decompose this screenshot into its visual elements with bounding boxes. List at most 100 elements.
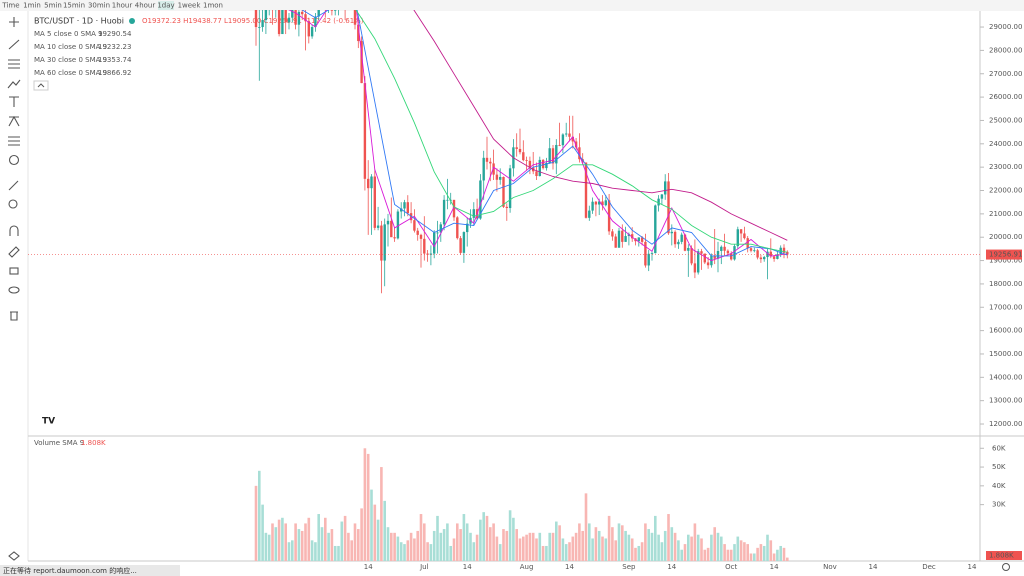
- volume-bar: [716, 532, 720, 561]
- candle-body: [281, 10, 284, 35]
- brush-tool[interactable]: [7, 79, 21, 89]
- legend-collapse[interactable]: [33, 80, 49, 91]
- interval-button[interactable]: 1min: [23, 2, 41, 10]
- candle-body: [697, 251, 700, 273]
- volume-bar: [594, 527, 598, 561]
- x-tick-label: Sep: [622, 563, 636, 571]
- volume-bar: [657, 534, 660, 561]
- volume-bar: [390, 532, 393, 561]
- volume-bar: [720, 536, 723, 561]
- candle-body: [261, 20, 264, 28]
- line-tool[interactable]: [8, 39, 20, 50]
- volume-bar: [673, 532, 677, 561]
- candle-body: [522, 152, 525, 161]
- volume-bar: [696, 534, 700, 561]
- stay-drawing-tool[interactable]: [8, 246, 20, 258]
- crosshair-tool[interactable]: [9, 17, 19, 27]
- volume-bar: [528, 532, 532, 561]
- candle-body: [373, 176, 376, 228]
- x-tick-label: Dec: [922, 563, 936, 571]
- measure-tool[interactable]: [8, 180, 19, 191]
- volume-bar: [779, 545, 782, 561]
- volume-tag: [986, 551, 1022, 560]
- volume-bar: [317, 514, 320, 561]
- volume-bar: [320, 527, 324, 561]
- volume-bar: [449, 545, 452, 561]
- ma-legend-value: 19290.54: [98, 30, 132, 38]
- icon-tool[interactable]: [8, 154, 20, 166]
- x-tick-label: Jul: [419, 563, 429, 571]
- volume-bar: [409, 532, 413, 561]
- candle-body: [627, 234, 631, 237]
- interval-button[interactable]: 1week: [178, 2, 202, 10]
- volume-bar: [442, 529, 446, 561]
- volume-bar: [660, 542, 664, 561]
- lock-tool[interactable]: [9, 267, 19, 275]
- interval-button[interactable]: 1mon: [203, 2, 223, 10]
- candle-body: [644, 241, 647, 266]
- candle-body: [380, 225, 383, 261]
- candle-body: [452, 199, 456, 218]
- candle-body: [647, 253, 650, 266]
- candle-body: [601, 201, 604, 206]
- ma-legend-name: MA 5 close 0 SMA 9: [34, 30, 103, 38]
- volume-bar: [498, 544, 502, 561]
- candle-body: [753, 250, 756, 252]
- candle-body: [390, 220, 393, 238]
- candle-body: [499, 176, 502, 180]
- volume-bar: [627, 534, 631, 561]
- volume-bar: [772, 553, 776, 561]
- volume-bar: [756, 547, 759, 561]
- candle-body: [723, 246, 726, 251]
- ma-legend-value: 19232.23: [98, 43, 131, 51]
- candle-body: [782, 247, 786, 253]
- y-tick-label: 18000.00: [989, 280, 1022, 288]
- layers-icon[interactable]: [8, 551, 20, 561]
- candle-body: [413, 220, 416, 231]
- volume-bar: [399, 542, 403, 561]
- interval-button[interactable]: 1hour: [112, 2, 133, 10]
- interval-button[interactable]: 1day: [157, 2, 174, 10]
- candle-body: [538, 159, 541, 177]
- interval-button[interactable]: 30min: [88, 2, 110, 10]
- candle-body: [706, 262, 710, 266]
- settings-icon[interactable]: [1002, 563, 1010, 571]
- candle-body: [515, 147, 518, 149]
- interval-button[interactable]: 4hour: [135, 2, 156, 10]
- fib-tool[interactable]: [8, 59, 20, 69]
- last-price-label: 19256.91: [989, 251, 1022, 259]
- hide-tool[interactable]: [8, 286, 20, 294]
- volume-bar: [558, 525, 561, 561]
- candle-body: [568, 133, 571, 137]
- volume-bar: [277, 519, 281, 561]
- magnet-tool[interactable]: [9, 225, 19, 236]
- y-tick-label: 25000.00: [989, 116, 1022, 124]
- moving-average-line: [355, 10, 788, 253]
- candle-body: [660, 194, 664, 199]
- volume-bar: [291, 540, 294, 561]
- volume-bar: [637, 545, 641, 561]
- volume-bar: [508, 510, 512, 561]
- volume-bar: [274, 527, 278, 561]
- candle-body: [683, 234, 687, 251]
- drawing-tools[interactable]: [7, 17, 21, 561]
- zoom-tool[interactable]: [8, 199, 18, 209]
- interval-button[interactable]: 15min: [63, 2, 85, 10]
- candle-body: [485, 157, 489, 162]
- volume-bar: [680, 549, 683, 561]
- pattern-tool[interactable]: [8, 115, 20, 127]
- volume-bar: [574, 532, 578, 561]
- volume-bar: [687, 534, 690, 561]
- candle-body: [624, 236, 627, 242]
- prediction-tool[interactable]: [8, 136, 20, 146]
- volume-bar: [271, 523, 274, 561]
- interval-button[interactable]: Time: [1, 2, 19, 10]
- candle-body: [403, 202, 406, 209]
- interval-button[interactable]: 5min: [44, 2, 62, 10]
- delete-tool[interactable]: [10, 311, 18, 321]
- volume-bar: [630, 538, 634, 561]
- candle-body: [307, 21, 310, 37]
- volume-bar: [541, 545, 545, 561]
- volume-bar: [650, 532, 654, 561]
- text-tool[interactable]: [9, 96, 19, 107]
